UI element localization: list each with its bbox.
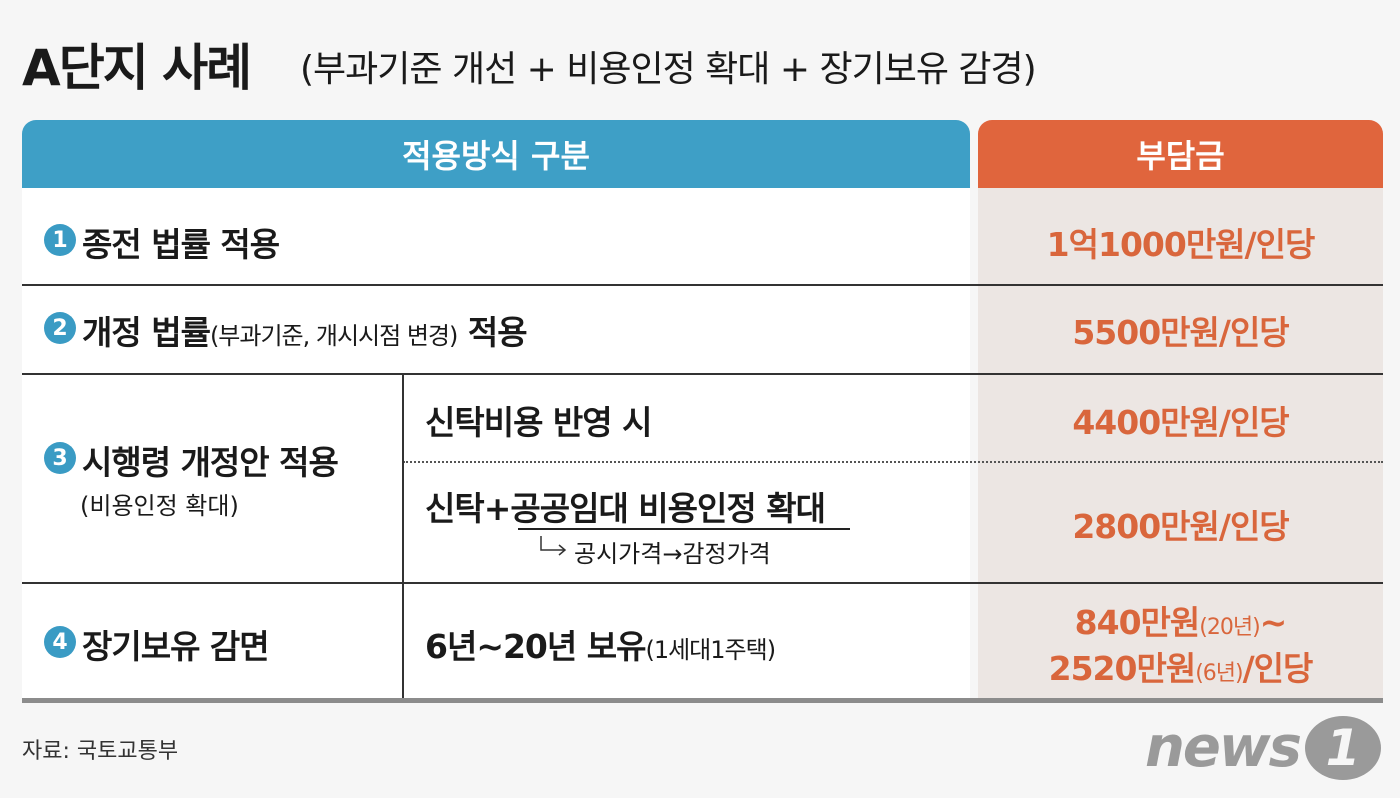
row-number: 2 [44,312,76,344]
method: 장기보유 감면 [82,627,270,666]
charge-note: (20년) [1199,615,1260,640]
charge-main: 2520만원 [1048,649,1197,688]
header-cell: 부담금 [978,120,1383,188]
title: A단지 사례 [22,39,252,97]
charge-tail: ~ [1259,603,1288,642]
underline [518,528,850,530]
subtitle: (부과기준 개선 + 비용인정 확대 + 장기보유 감경) [300,49,1037,90]
header-cell: 적용방식 구분 [22,120,970,188]
method-note: (비용인정 확대) [80,492,239,520]
method-suffix: 적용 [467,313,528,352]
charge-note: (6년) [1195,661,1243,686]
table-bottom [22,698,1383,703]
charge-column [978,188,1383,700]
row-number: 4 [44,626,76,658]
method-note: (부과기준, 개시시점 변경) [209,322,458,350]
condition: 신탁비용 반영 시 [425,403,652,442]
condition: 6년~20년 보유(1세대1주택) [425,620,776,668]
row-divider [22,582,1383,584]
row-divider [22,373,1383,375]
condition: 신탁+공공임대 비용인정 확대 [425,489,826,528]
source: 자료: 국토교통부 [22,739,179,764]
charge-line: 2520만원(6년)/인당 [978,642,1383,690]
charge: 5500만원/인당 [1072,313,1289,352]
charge: 1억1000만원/인당 [1046,225,1316,264]
sub-row-divider [403,461,1383,463]
row-divider [22,284,1383,286]
method: 시행령 개정안 적용 [82,443,339,482]
condition-text: 6년~20년 보유 [425,627,646,666]
method-text: 개정 법률 [82,313,211,352]
charge-line: 840만원(20년)~ [978,596,1383,644]
logo-text: news [1145,715,1302,780]
condition-note: 공시가격→감정가격 [574,540,771,568]
condition-note: (1세대1주택) [645,636,776,664]
charge-main: 840만원 [1074,603,1201,642]
arrow-icon [540,536,567,556]
method: 종전 법률 적용 [82,225,280,264]
row-number: 1 [44,224,76,256]
column-divider [402,374,404,700]
method: 개정 법률(부과기준, 개시시점 변경) 적용 [82,306,528,354]
row-number: 3 [44,442,76,474]
logo-mark: 1 [1305,716,1381,780]
charge: 4400만원/인당 [1072,403,1289,442]
table-body [22,188,970,700]
charge-tail: /인당 [1242,649,1314,688]
charge: 2800만원/인당 [1072,507,1289,546]
